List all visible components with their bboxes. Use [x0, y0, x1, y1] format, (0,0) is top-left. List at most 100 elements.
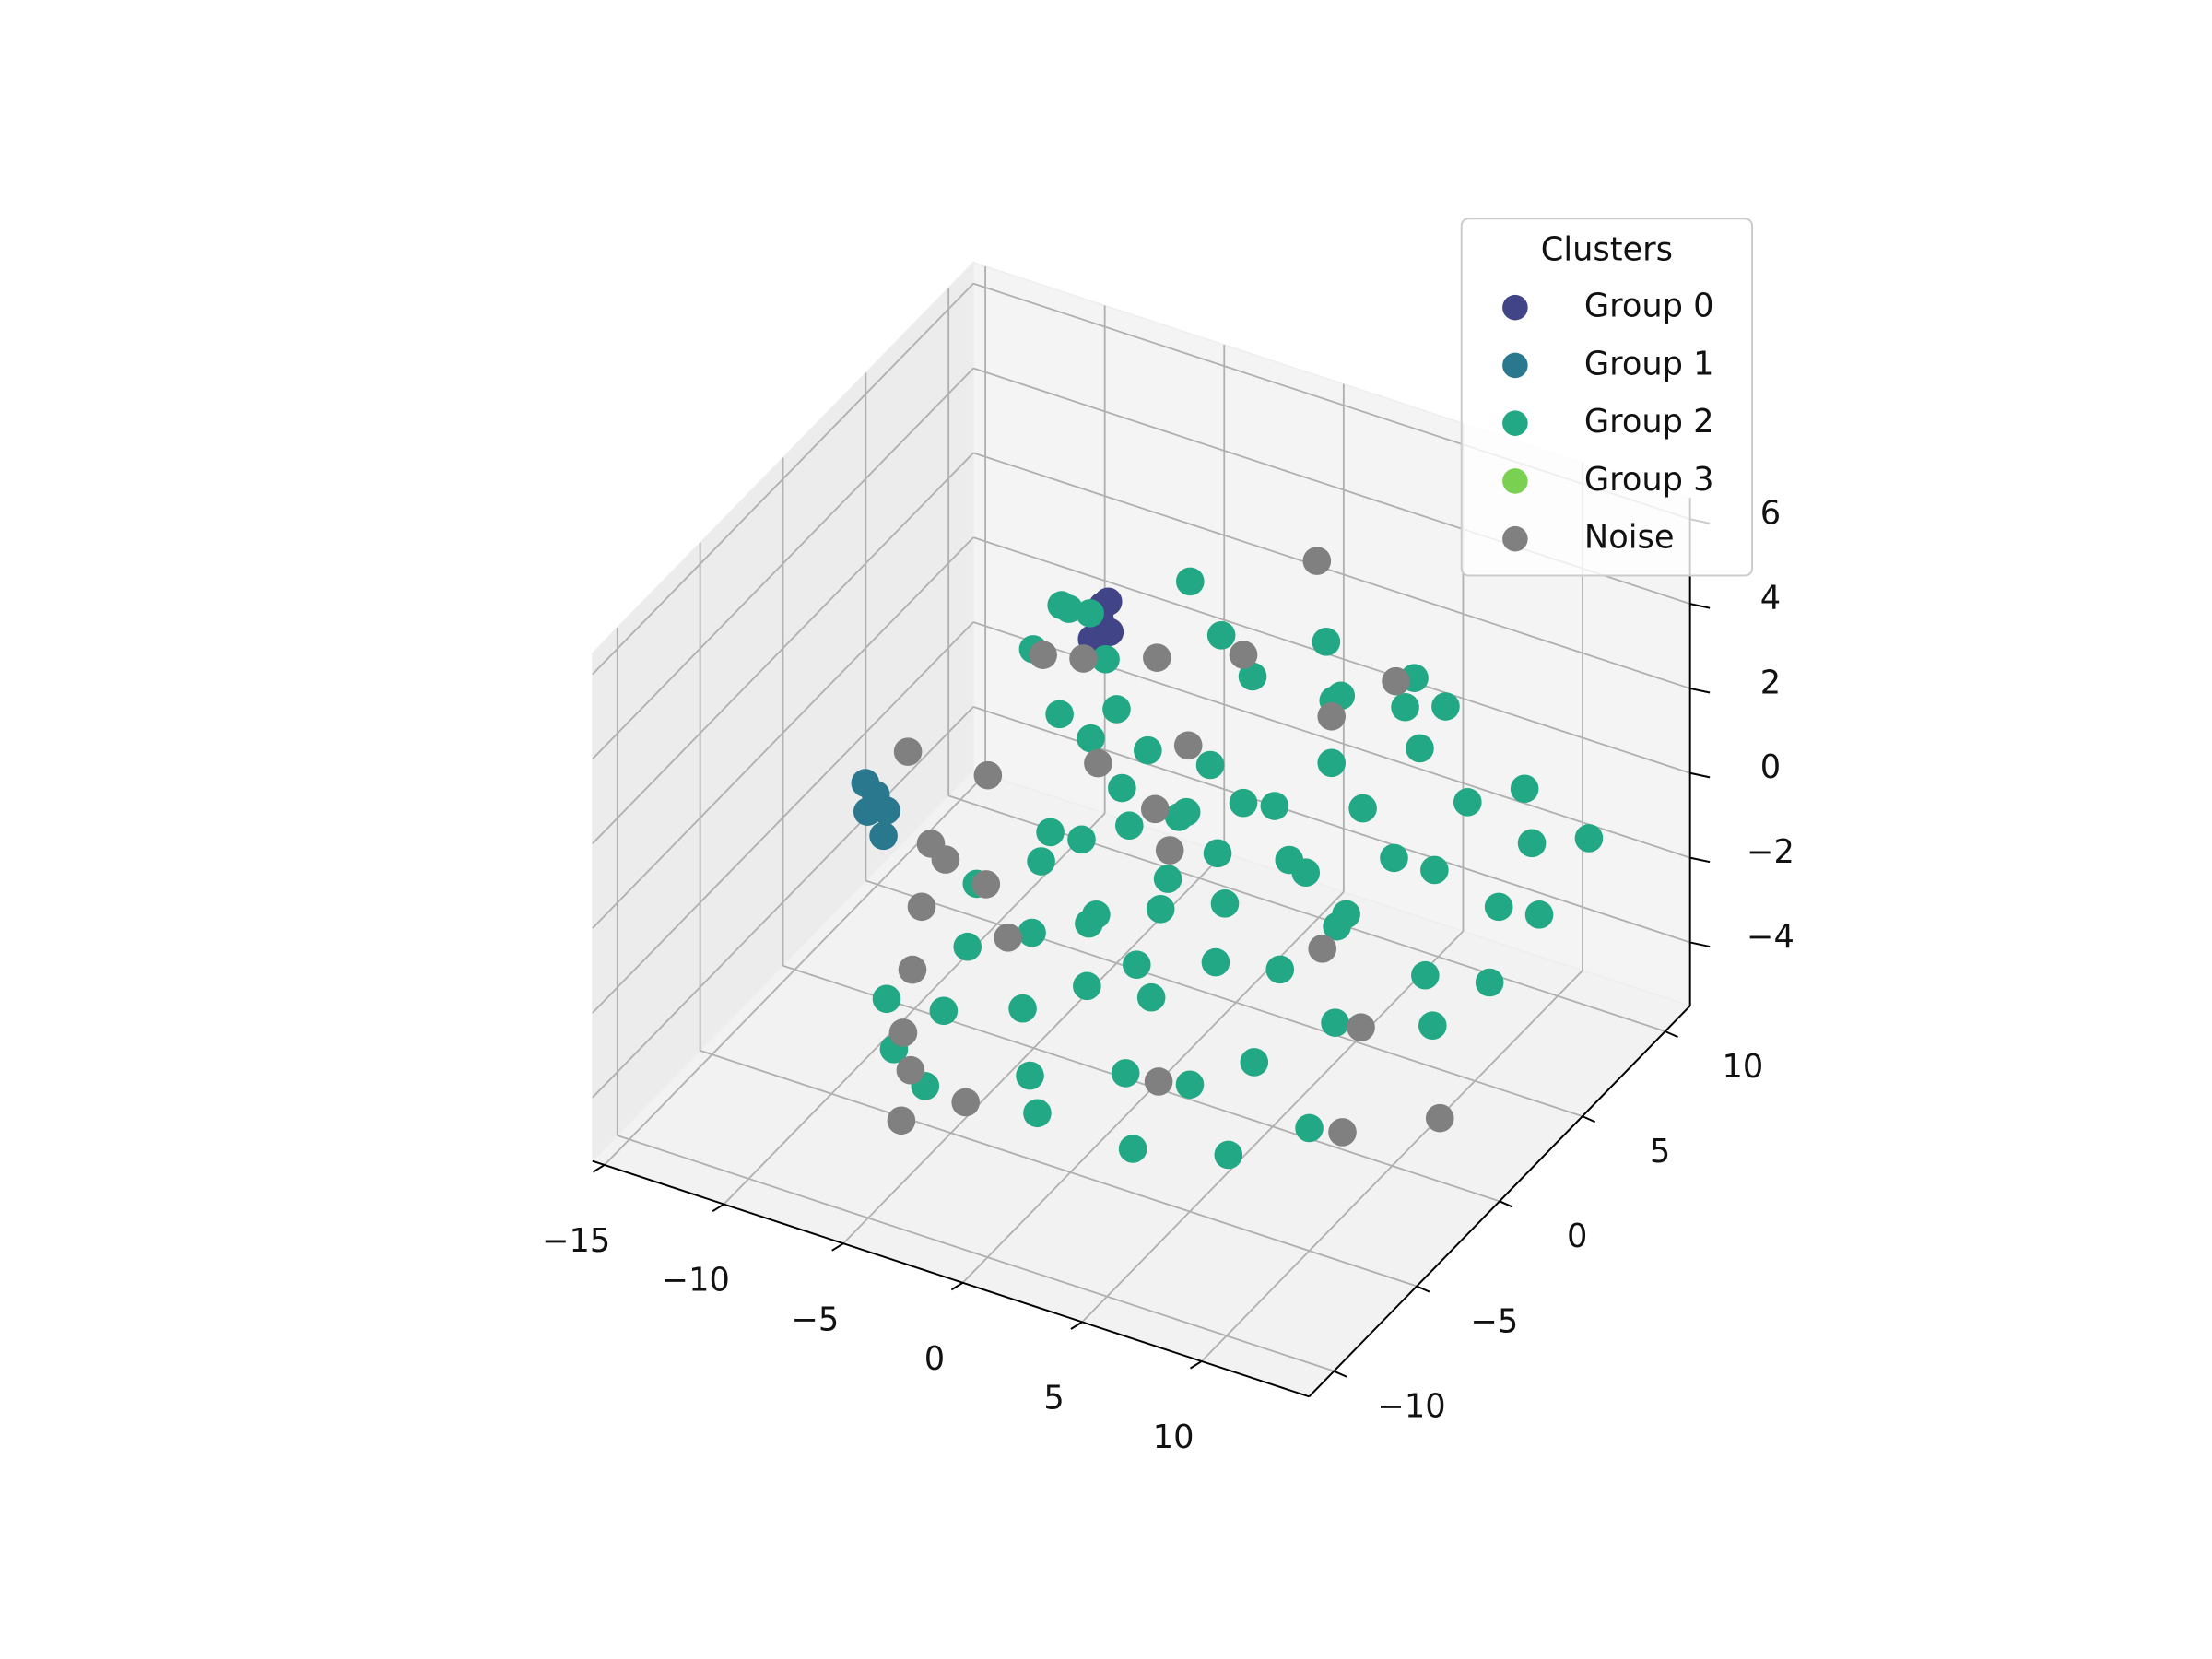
point — [1391, 692, 1419, 722]
x-tick-label: 0 — [924, 1340, 945, 1378]
tick-mark — [1070, 1321, 1083, 1330]
grid-line — [782, 964, 1500, 1203]
point — [1275, 845, 1304, 875]
tick-mark — [950, 1281, 964, 1291]
point — [1108, 773, 1136, 803]
tick-mark — [1689, 603, 1711, 609]
point — [1475, 968, 1504, 997]
point — [1206, 620, 1236, 650]
tick-mark — [1689, 941, 1711, 948]
z-tick-label: 6 — [1760, 495, 1781, 533]
x-tick-label: 5 — [1043, 1380, 1064, 1418]
point — [1317, 701, 1347, 731]
point — [1411, 960, 1440, 990]
tick-mark — [831, 1242, 844, 1252]
point — [994, 924, 1022, 952]
point — [1111, 1059, 1140, 1088]
point — [872, 984, 901, 1014]
point — [1302, 547, 1332, 575]
point — [1173, 731, 1203, 760]
point — [1095, 618, 1124, 647]
point — [1308, 935, 1337, 963]
point — [1524, 900, 1554, 929]
point — [931, 845, 960, 874]
point — [1008, 994, 1037, 1023]
point — [1517, 829, 1547, 858]
point — [1201, 947, 1230, 977]
point — [1238, 662, 1267, 691]
x-tick-label: −5 — [791, 1300, 839, 1338]
y-tick-label: 10 — [1723, 1048, 1764, 1086]
point — [1153, 865, 1182, 893]
point — [896, 1055, 925, 1085]
point — [1171, 797, 1201, 827]
legend-label: Group 1 — [1584, 345, 1714, 382]
tick-mark — [1665, 1030, 1678, 1039]
point — [1332, 900, 1360, 929]
tick-mark — [1689, 687, 1711, 694]
legend-label: Group 0 — [1584, 288, 1714, 325]
legend-marker — [1502, 352, 1528, 379]
point — [1076, 599, 1104, 628]
point — [1016, 1061, 1044, 1090]
point — [1317, 748, 1347, 778]
tick-mark — [1416, 1285, 1430, 1293]
point — [1328, 1118, 1357, 1147]
point — [951, 1088, 980, 1117]
point — [1084, 748, 1112, 778]
y-tick-label: 5 — [1650, 1133, 1670, 1171]
legend-title: Clusters — [1541, 230, 1673, 268]
point — [1029, 641, 1057, 669]
point — [907, 892, 936, 922]
point — [1075, 909, 1103, 938]
grid-line — [947, 794, 1666, 1032]
point — [893, 737, 923, 766]
z-tick-label: 2 — [1760, 664, 1781, 701]
point — [1134, 735, 1162, 765]
point — [1077, 724, 1105, 753]
tick-mark — [1333, 1370, 1347, 1378]
point — [1425, 1103, 1454, 1133]
point — [1067, 825, 1096, 854]
tick-mark — [712, 1203, 724, 1213]
tick-mark — [1190, 1360, 1203, 1370]
point — [1027, 847, 1055, 876]
point — [1115, 811, 1144, 841]
tick-mark — [593, 1164, 606, 1173]
point — [1091, 644, 1120, 674]
point — [1144, 1067, 1173, 1096]
point — [888, 1018, 918, 1047]
grid-line — [592, 452, 974, 844]
point — [1382, 666, 1410, 696]
point — [1036, 818, 1065, 847]
point — [1073, 971, 1101, 1001]
point — [1143, 643, 1171, 672]
point — [1118, 1135, 1147, 1163]
z-tick-label: 0 — [1760, 748, 1781, 786]
point — [1431, 692, 1460, 721]
point — [1136, 982, 1166, 1012]
grid-line — [972, 536, 1690, 774]
point — [1214, 1140, 1243, 1170]
point — [1265, 955, 1295, 984]
legend-marker — [1502, 468, 1528, 494]
y-tick-label: −5 — [1470, 1302, 1518, 1340]
point — [1380, 843, 1408, 873]
tick-mark — [1689, 771, 1711, 779]
x-tick-label: −10 — [662, 1262, 730, 1300]
point — [898, 955, 927, 984]
point — [1045, 700, 1074, 729]
point — [953, 932, 982, 961]
grid-line — [592, 706, 974, 1099]
point — [851, 769, 880, 797]
legend-marker — [1502, 410, 1528, 436]
point — [1240, 1048, 1269, 1077]
tick-mark — [1689, 856, 1711, 864]
legend-label: Noise — [1584, 519, 1675, 557]
point — [1295, 1113, 1324, 1143]
point — [1406, 734, 1434, 763]
grid-line — [865, 879, 1583, 1118]
point — [1195, 750, 1225, 780]
legend-label: Group 3 — [1584, 461, 1714, 499]
grid-line — [592, 621, 974, 1014]
